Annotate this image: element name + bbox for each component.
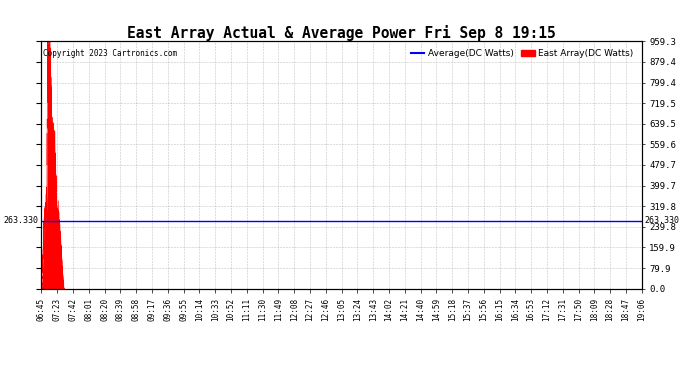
- Title: East Array Actual & Average Power Fri Sep 8 19:15: East Array Actual & Average Power Fri Se…: [127, 25, 556, 41]
- Legend: Average(DC Watts), East Array(DC Watts): Average(DC Watts), East Array(DC Watts): [407, 46, 637, 62]
- Text: 263.330: 263.330: [3, 216, 39, 225]
- Text: 263.330: 263.330: [644, 216, 680, 225]
- Text: Copyright 2023 Cartronics.com: Copyright 2023 Cartronics.com: [43, 49, 177, 58]
